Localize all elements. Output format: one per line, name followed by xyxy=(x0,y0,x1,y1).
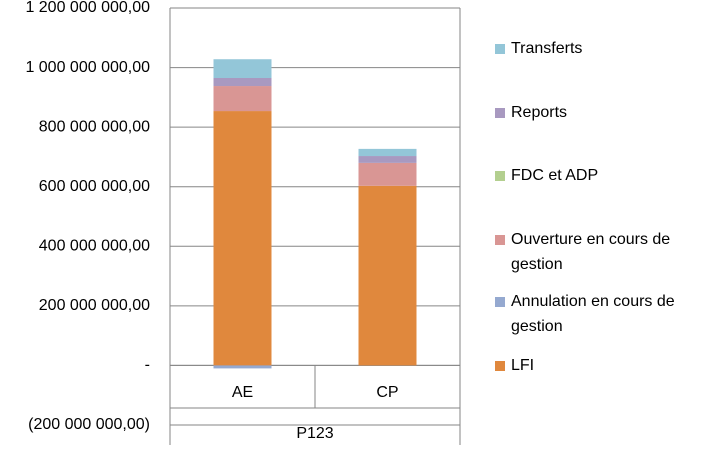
legend-label: Ouverture en cours de gestion xyxy=(511,231,671,273)
legend-label: Annulation en cours de gestion xyxy=(511,293,675,335)
bar-segment xyxy=(213,365,272,369)
legend-swatch xyxy=(495,361,505,371)
legend-item: Ouverture en cours de gestion xyxy=(495,227,707,277)
legend-swatch xyxy=(495,297,505,307)
bar-segment xyxy=(213,59,272,78)
x-tick-label: CP xyxy=(376,384,398,401)
bar-segment xyxy=(358,185,417,366)
bar-segment xyxy=(213,86,272,112)
group-label: P123 xyxy=(296,425,333,442)
legend-item: LFI xyxy=(495,353,707,378)
legend-item: Annulation en cours de gestion xyxy=(495,289,707,339)
legend-swatch xyxy=(495,171,505,181)
y-tick-label: - xyxy=(145,357,150,374)
y-tick-label: 1 000 000 000,00 xyxy=(25,59,150,76)
legend-swatch xyxy=(495,108,505,118)
legend-label: LFI xyxy=(511,357,535,374)
bar-segment xyxy=(358,162,417,186)
y-tick-label: 1 200 000 000,00 xyxy=(25,0,150,16)
y-tick-label: 800 000 000,00 xyxy=(39,118,150,135)
bar-segment xyxy=(358,156,417,163)
y-tick-label: 400 000 000,00 xyxy=(39,238,150,255)
y-tick-label: 200 000 000,00 xyxy=(39,297,150,314)
y-tick-label: 600 000 000,00 xyxy=(39,178,150,195)
legend-label: Reports xyxy=(511,104,568,121)
legend-label: FDC et ADP xyxy=(511,167,599,184)
legend-label: Transferts xyxy=(511,40,583,57)
x-tick-label: AE xyxy=(232,384,253,401)
legend-item: Transferts xyxy=(495,36,707,61)
legend-swatch xyxy=(495,235,505,245)
legend-swatch xyxy=(495,44,505,54)
bar-segment xyxy=(213,77,272,87)
bar-segment xyxy=(213,111,272,366)
legend-item: FDC et ADP xyxy=(495,163,707,188)
bar-segment xyxy=(358,148,417,157)
legend-item: Reports xyxy=(495,100,707,125)
y-tick-label: (200 000 000,00) xyxy=(28,416,150,433)
